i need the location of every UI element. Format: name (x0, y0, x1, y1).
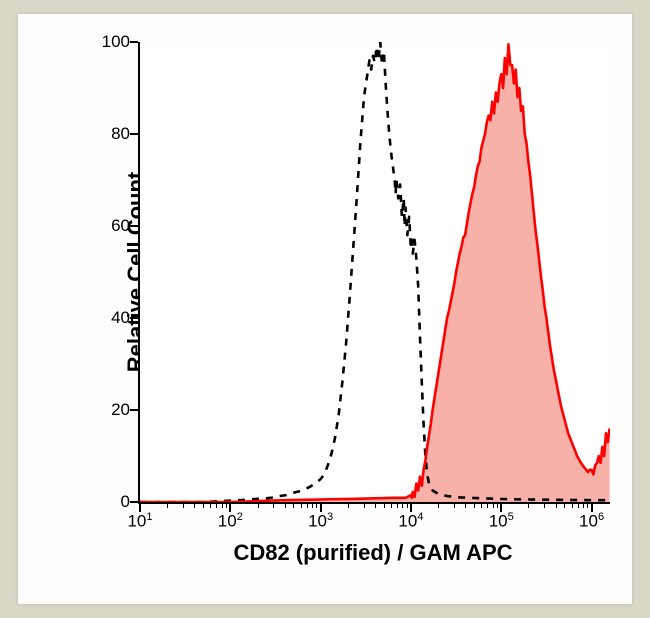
series-fill-stained (140, 44, 610, 502)
x-tick-minor (258, 502, 259, 508)
x-tick-minor (364, 502, 365, 508)
y-tick-label: 40 (82, 308, 130, 328)
x-tick-minor (384, 502, 385, 508)
x-tick-minor (222, 502, 223, 508)
histogram-svg (140, 42, 610, 502)
x-tick-label: 101 (127, 511, 152, 532)
x-tick-minor (544, 502, 545, 508)
x-tick-minor (183, 502, 184, 508)
x-tick-minor (564, 502, 565, 508)
x-tick-minor (293, 502, 294, 508)
x-tick-label: 106 (579, 511, 604, 532)
x-tick-minor (375, 502, 376, 508)
x-tick-minor (210, 502, 211, 508)
x-tick-minor (316, 502, 317, 508)
x-tick-minor (465, 502, 466, 508)
x-tick-minor (312, 502, 313, 508)
x-tick-minor (438, 502, 439, 508)
x-tick-minor (583, 502, 584, 508)
x-tick-minor (402, 502, 403, 508)
x-tick-minor (397, 502, 398, 508)
x-tick-minor (407, 502, 408, 508)
y-tick-label: 100 (82, 32, 130, 52)
x-tick-minor (167, 502, 168, 508)
x-tick-minor (481, 502, 482, 508)
x-tick-minor (556, 502, 557, 508)
plot-area: 020406080100101102103104105106 (138, 42, 610, 504)
x-tick-minor (301, 502, 302, 508)
x-tick-minor (497, 502, 498, 508)
x-tick-label: 102 (218, 511, 243, 532)
x-tick-minor (216, 502, 217, 508)
x-axis-title: CD82 (purified) / GAM APC (138, 540, 608, 566)
y-tick (130, 317, 138, 319)
y-tick-label: 80 (82, 124, 130, 144)
y-tick (130, 133, 138, 135)
x-tick-minor (493, 502, 494, 508)
y-tick (130, 501, 138, 503)
x-tick-minor (474, 502, 475, 508)
y-tick-label: 60 (82, 216, 130, 236)
x-tick-minor (307, 502, 308, 508)
x-tick-minor (226, 502, 227, 508)
x-tick-minor (587, 502, 588, 508)
x-tick-minor (528, 502, 529, 508)
x-tick-label: 105 (489, 511, 514, 532)
x-tick-minor (273, 502, 274, 508)
y-tick-label: 20 (82, 400, 130, 420)
x-tick-minor (487, 502, 488, 508)
x-tick-minor (203, 502, 204, 508)
x-tick-label: 103 (308, 511, 333, 532)
x-tick-label: 104 (398, 511, 423, 532)
y-tick-label: 0 (82, 492, 130, 512)
x-tick-minor (348, 502, 349, 508)
x-tick-minor (578, 502, 579, 508)
y-tick (130, 41, 138, 43)
y-tick (130, 409, 138, 411)
x-tick-minor (454, 502, 455, 508)
x-tick-minor (391, 502, 392, 508)
y-tick (130, 225, 138, 227)
chart-panel: Relative Cell Count CD82 (purified) / GA… (18, 14, 632, 604)
x-tick-minor (285, 502, 286, 508)
x-tick-minor (194, 502, 195, 508)
x-tick-minor (572, 502, 573, 508)
